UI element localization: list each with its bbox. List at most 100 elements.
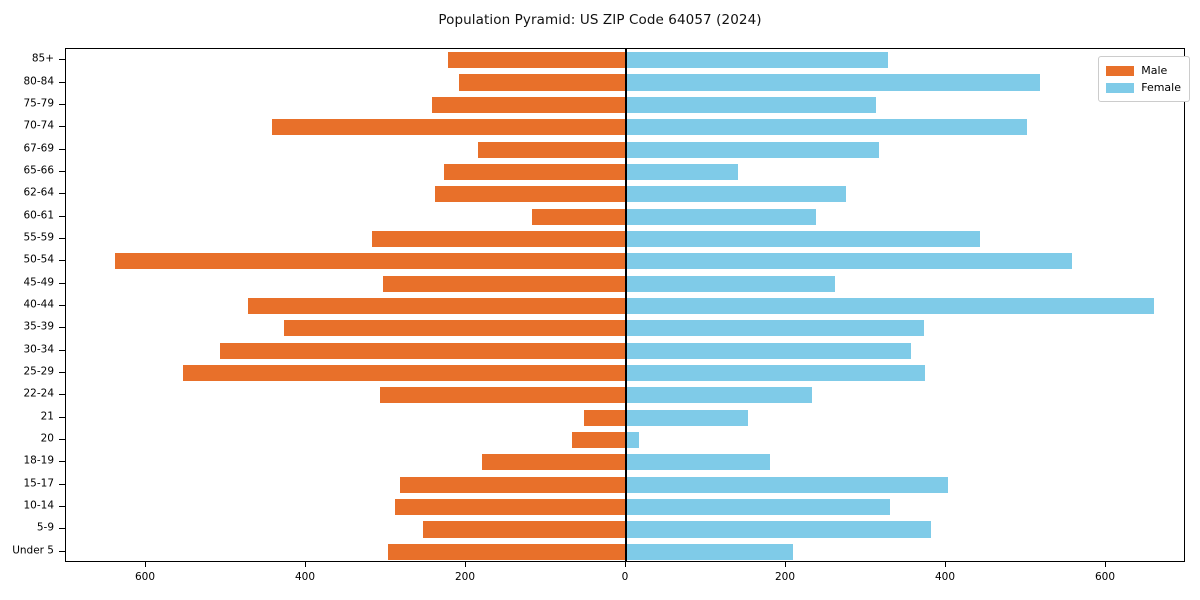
bar-female <box>626 432 639 449</box>
bar-male <box>382 275 626 292</box>
bar-row <box>66 230 1184 247</box>
bar-female <box>626 96 877 113</box>
bar-row <box>66 387 1184 404</box>
bar-male <box>478 141 626 158</box>
bars-layer <box>66 49 1184 561</box>
y-tick-label: 25-29 <box>23 365 54 378</box>
y-tick-label: 22-24 <box>23 387 54 400</box>
bar-female <box>626 275 835 292</box>
y-tick-label: 62-64 <box>23 186 54 199</box>
y-tick-mark <box>59 237 65 239</box>
bar-male <box>219 342 626 359</box>
bar-female <box>626 521 931 538</box>
bar-row <box>66 499 1184 516</box>
bar-male <box>283 320 626 337</box>
plot-area <box>65 48 1185 562</box>
y-tick-mark <box>59 260 65 262</box>
bar-row <box>66 52 1184 69</box>
bar-female <box>626 320 924 337</box>
bar-row <box>66 364 1184 382</box>
x-tick-mark <box>465 562 466 567</box>
y-tick-mark <box>59 528 65 530</box>
bar-female <box>626 297 1154 315</box>
y-tick-label: 20 <box>40 432 54 445</box>
x-tick-mark <box>145 562 146 567</box>
y-tick-mark <box>59 215 65 217</box>
bar-female <box>626 230 980 247</box>
y-tick-label: 35-39 <box>23 320 54 333</box>
bar-row <box>66 141 1184 158</box>
x-tick-label: 400 <box>934 571 956 583</box>
bar-female <box>626 186 846 203</box>
y-tick-label: 70-74 <box>23 119 54 132</box>
legend-entry: Male <box>1106 62 1181 79</box>
bar-female <box>626 387 812 404</box>
x-tick-label: 600 <box>134 571 156 583</box>
y-tick-mark <box>59 461 65 463</box>
y-tick-label: 50-54 <box>23 253 54 266</box>
y-tick-mark <box>59 148 65 150</box>
x-tick-label: 200 <box>454 571 476 583</box>
y-tick-label: 85+ <box>31 52 54 65</box>
x-tick-label: 600 <box>1094 571 1116 583</box>
bar-female <box>626 163 738 180</box>
bar-row <box>66 119 1184 136</box>
chart-title: Population Pyramid: US ZIP Code 64057 (2… <box>438 12 762 28</box>
bar-female <box>626 454 770 471</box>
x-tick-label: 200 <box>774 571 796 583</box>
bar-male <box>371 230 626 247</box>
bar-male <box>271 119 626 136</box>
bar-row <box>66 186 1184 203</box>
bar-male <box>247 297 626 315</box>
bar-male <box>532 208 626 225</box>
bar-row <box>66 454 1184 471</box>
bar-male <box>458 74 626 91</box>
zero-axis-line <box>625 49 627 561</box>
y-tick-label: 75-79 <box>23 97 54 110</box>
y-tick-mark <box>59 550 65 552</box>
bar-row <box>66 96 1184 113</box>
bar-row <box>66 521 1184 538</box>
bar-row <box>66 432 1184 449</box>
y-tick-mark <box>59 416 65 418</box>
bar-male <box>432 96 626 113</box>
bar-male <box>114 253 626 270</box>
bar-female <box>626 141 879 158</box>
y-tick-mark <box>59 394 65 396</box>
bar-male <box>443 163 626 180</box>
y-tick-label: 30-34 <box>23 343 54 356</box>
y-tick-mark <box>59 81 65 83</box>
bar-male <box>422 521 626 538</box>
bar-row <box>66 409 1184 426</box>
bar-male <box>380 387 626 404</box>
bar-female <box>626 364 926 382</box>
y-tick-label: 40-44 <box>23 298 54 311</box>
bar-female <box>626 342 911 359</box>
chart-legend: Male Female <box>1098 56 1190 102</box>
bar-female <box>626 476 949 493</box>
legend-entry: Female <box>1106 79 1181 96</box>
y-tick-mark <box>59 126 65 128</box>
bar-female <box>626 119 1027 136</box>
y-tick-mark <box>59 506 65 508</box>
x-tick-mark <box>305 562 306 567</box>
y-tick-label: 67-69 <box>23 142 54 155</box>
bar-row <box>66 275 1184 292</box>
y-tick-label: 18-19 <box>23 454 54 467</box>
bar-female <box>626 543 794 560</box>
bar-male <box>482 454 626 471</box>
y-tick-label: 21 <box>40 410 54 423</box>
color-swatch-icon <box>1106 65 1135 76</box>
bar-female <box>626 499 890 516</box>
legend-label: Female <box>1141 81 1181 94</box>
bar-male <box>584 409 626 426</box>
x-tick-mark <box>625 562 626 567</box>
y-axis-labels: 85+ 80-84 75-79 70-74 67-69 65-66 62-64 60-61 55… <box>0 48 65 562</box>
bar-row <box>66 297 1184 315</box>
color-swatch-icon <box>1106 82 1135 93</box>
bar-male <box>434 186 626 203</box>
bar-male <box>448 52 626 69</box>
y-tick-mark <box>59 103 65 105</box>
bar-female <box>626 74 1041 91</box>
